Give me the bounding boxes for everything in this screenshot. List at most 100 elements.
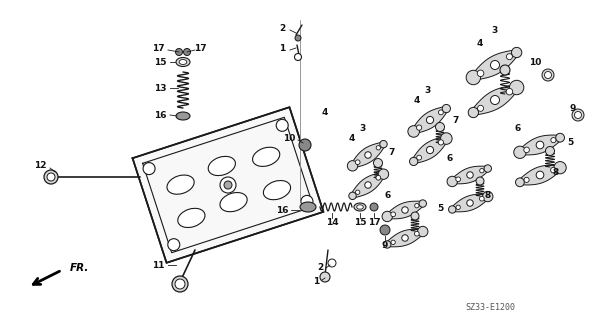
Circle shape [376, 146, 380, 150]
Circle shape [442, 104, 450, 113]
Text: 1: 1 [313, 277, 319, 286]
Circle shape [408, 126, 420, 137]
Circle shape [299, 139, 311, 151]
Ellipse shape [357, 205, 363, 209]
Text: 5: 5 [437, 204, 443, 212]
Circle shape [477, 70, 484, 76]
Ellipse shape [179, 60, 187, 64]
Ellipse shape [253, 147, 280, 166]
Circle shape [356, 190, 360, 194]
Polygon shape [351, 172, 385, 198]
Polygon shape [519, 135, 561, 155]
Ellipse shape [178, 208, 205, 228]
Polygon shape [519, 165, 561, 185]
Circle shape [456, 177, 461, 182]
Circle shape [556, 133, 565, 142]
Text: 4: 4 [322, 108, 328, 116]
Circle shape [276, 119, 288, 131]
Text: 11: 11 [152, 260, 164, 269]
Circle shape [44, 170, 58, 184]
Circle shape [365, 182, 371, 188]
Circle shape [349, 192, 356, 200]
Text: 1: 1 [279, 44, 285, 52]
Circle shape [544, 71, 551, 78]
Circle shape [447, 176, 458, 187]
Circle shape [467, 172, 473, 178]
Text: 2: 2 [279, 23, 285, 33]
Circle shape [347, 161, 358, 171]
Text: 17: 17 [152, 44, 164, 52]
Circle shape [536, 141, 544, 149]
Circle shape [456, 205, 461, 210]
Circle shape [509, 80, 524, 95]
Text: 10: 10 [283, 133, 295, 142]
Text: 7: 7 [389, 148, 395, 156]
Text: 6: 6 [447, 154, 453, 163]
Circle shape [545, 147, 554, 156]
Circle shape [409, 157, 418, 165]
Text: 9: 9 [382, 241, 388, 250]
Circle shape [380, 225, 390, 235]
Polygon shape [386, 201, 424, 219]
Text: 15: 15 [354, 218, 366, 227]
Circle shape [506, 54, 512, 60]
Circle shape [466, 70, 480, 85]
Circle shape [467, 200, 473, 206]
Circle shape [355, 160, 360, 164]
Polygon shape [386, 229, 424, 247]
Text: SZ33-E1200: SZ33-E1200 [465, 303, 515, 313]
Circle shape [328, 259, 336, 267]
Text: 4: 4 [477, 38, 483, 47]
Text: 9: 9 [570, 103, 576, 113]
Polygon shape [452, 166, 489, 184]
Circle shape [572, 109, 584, 121]
Ellipse shape [208, 156, 235, 176]
Circle shape [417, 125, 422, 130]
Circle shape [172, 276, 188, 292]
Text: 4: 4 [349, 133, 355, 142]
Circle shape [184, 49, 190, 55]
Circle shape [441, 133, 452, 144]
Text: 3: 3 [425, 85, 431, 94]
Text: 2: 2 [317, 263, 323, 273]
Circle shape [294, 53, 302, 60]
Circle shape [476, 177, 484, 185]
Ellipse shape [264, 180, 291, 200]
Circle shape [435, 123, 444, 132]
Polygon shape [132, 107, 323, 263]
Circle shape [438, 140, 444, 145]
Text: 4: 4 [414, 95, 420, 105]
Text: 14: 14 [326, 218, 338, 227]
Circle shape [448, 206, 456, 213]
Text: 5: 5 [567, 138, 573, 147]
Circle shape [415, 204, 419, 208]
Circle shape [224, 181, 232, 189]
Polygon shape [412, 107, 448, 133]
Text: 16: 16 [154, 110, 166, 119]
Text: 12: 12 [34, 161, 46, 170]
Circle shape [175, 279, 185, 289]
Polygon shape [351, 142, 385, 168]
Circle shape [383, 241, 391, 248]
Text: 16: 16 [276, 205, 288, 214]
Polygon shape [412, 137, 448, 164]
Circle shape [320, 272, 330, 282]
Circle shape [415, 231, 419, 236]
Text: 17: 17 [194, 44, 206, 52]
Ellipse shape [354, 203, 366, 211]
Circle shape [419, 200, 426, 207]
Ellipse shape [300, 202, 316, 212]
Circle shape [376, 175, 380, 180]
Circle shape [47, 173, 55, 181]
Ellipse shape [220, 193, 247, 212]
Text: 6: 6 [385, 190, 391, 199]
Circle shape [295, 35, 301, 41]
Ellipse shape [167, 175, 194, 194]
Circle shape [515, 178, 524, 187]
Circle shape [391, 212, 396, 217]
Circle shape [220, 177, 236, 193]
Polygon shape [472, 85, 518, 115]
Circle shape [426, 146, 433, 154]
Text: 3: 3 [360, 124, 366, 132]
Circle shape [554, 162, 566, 174]
